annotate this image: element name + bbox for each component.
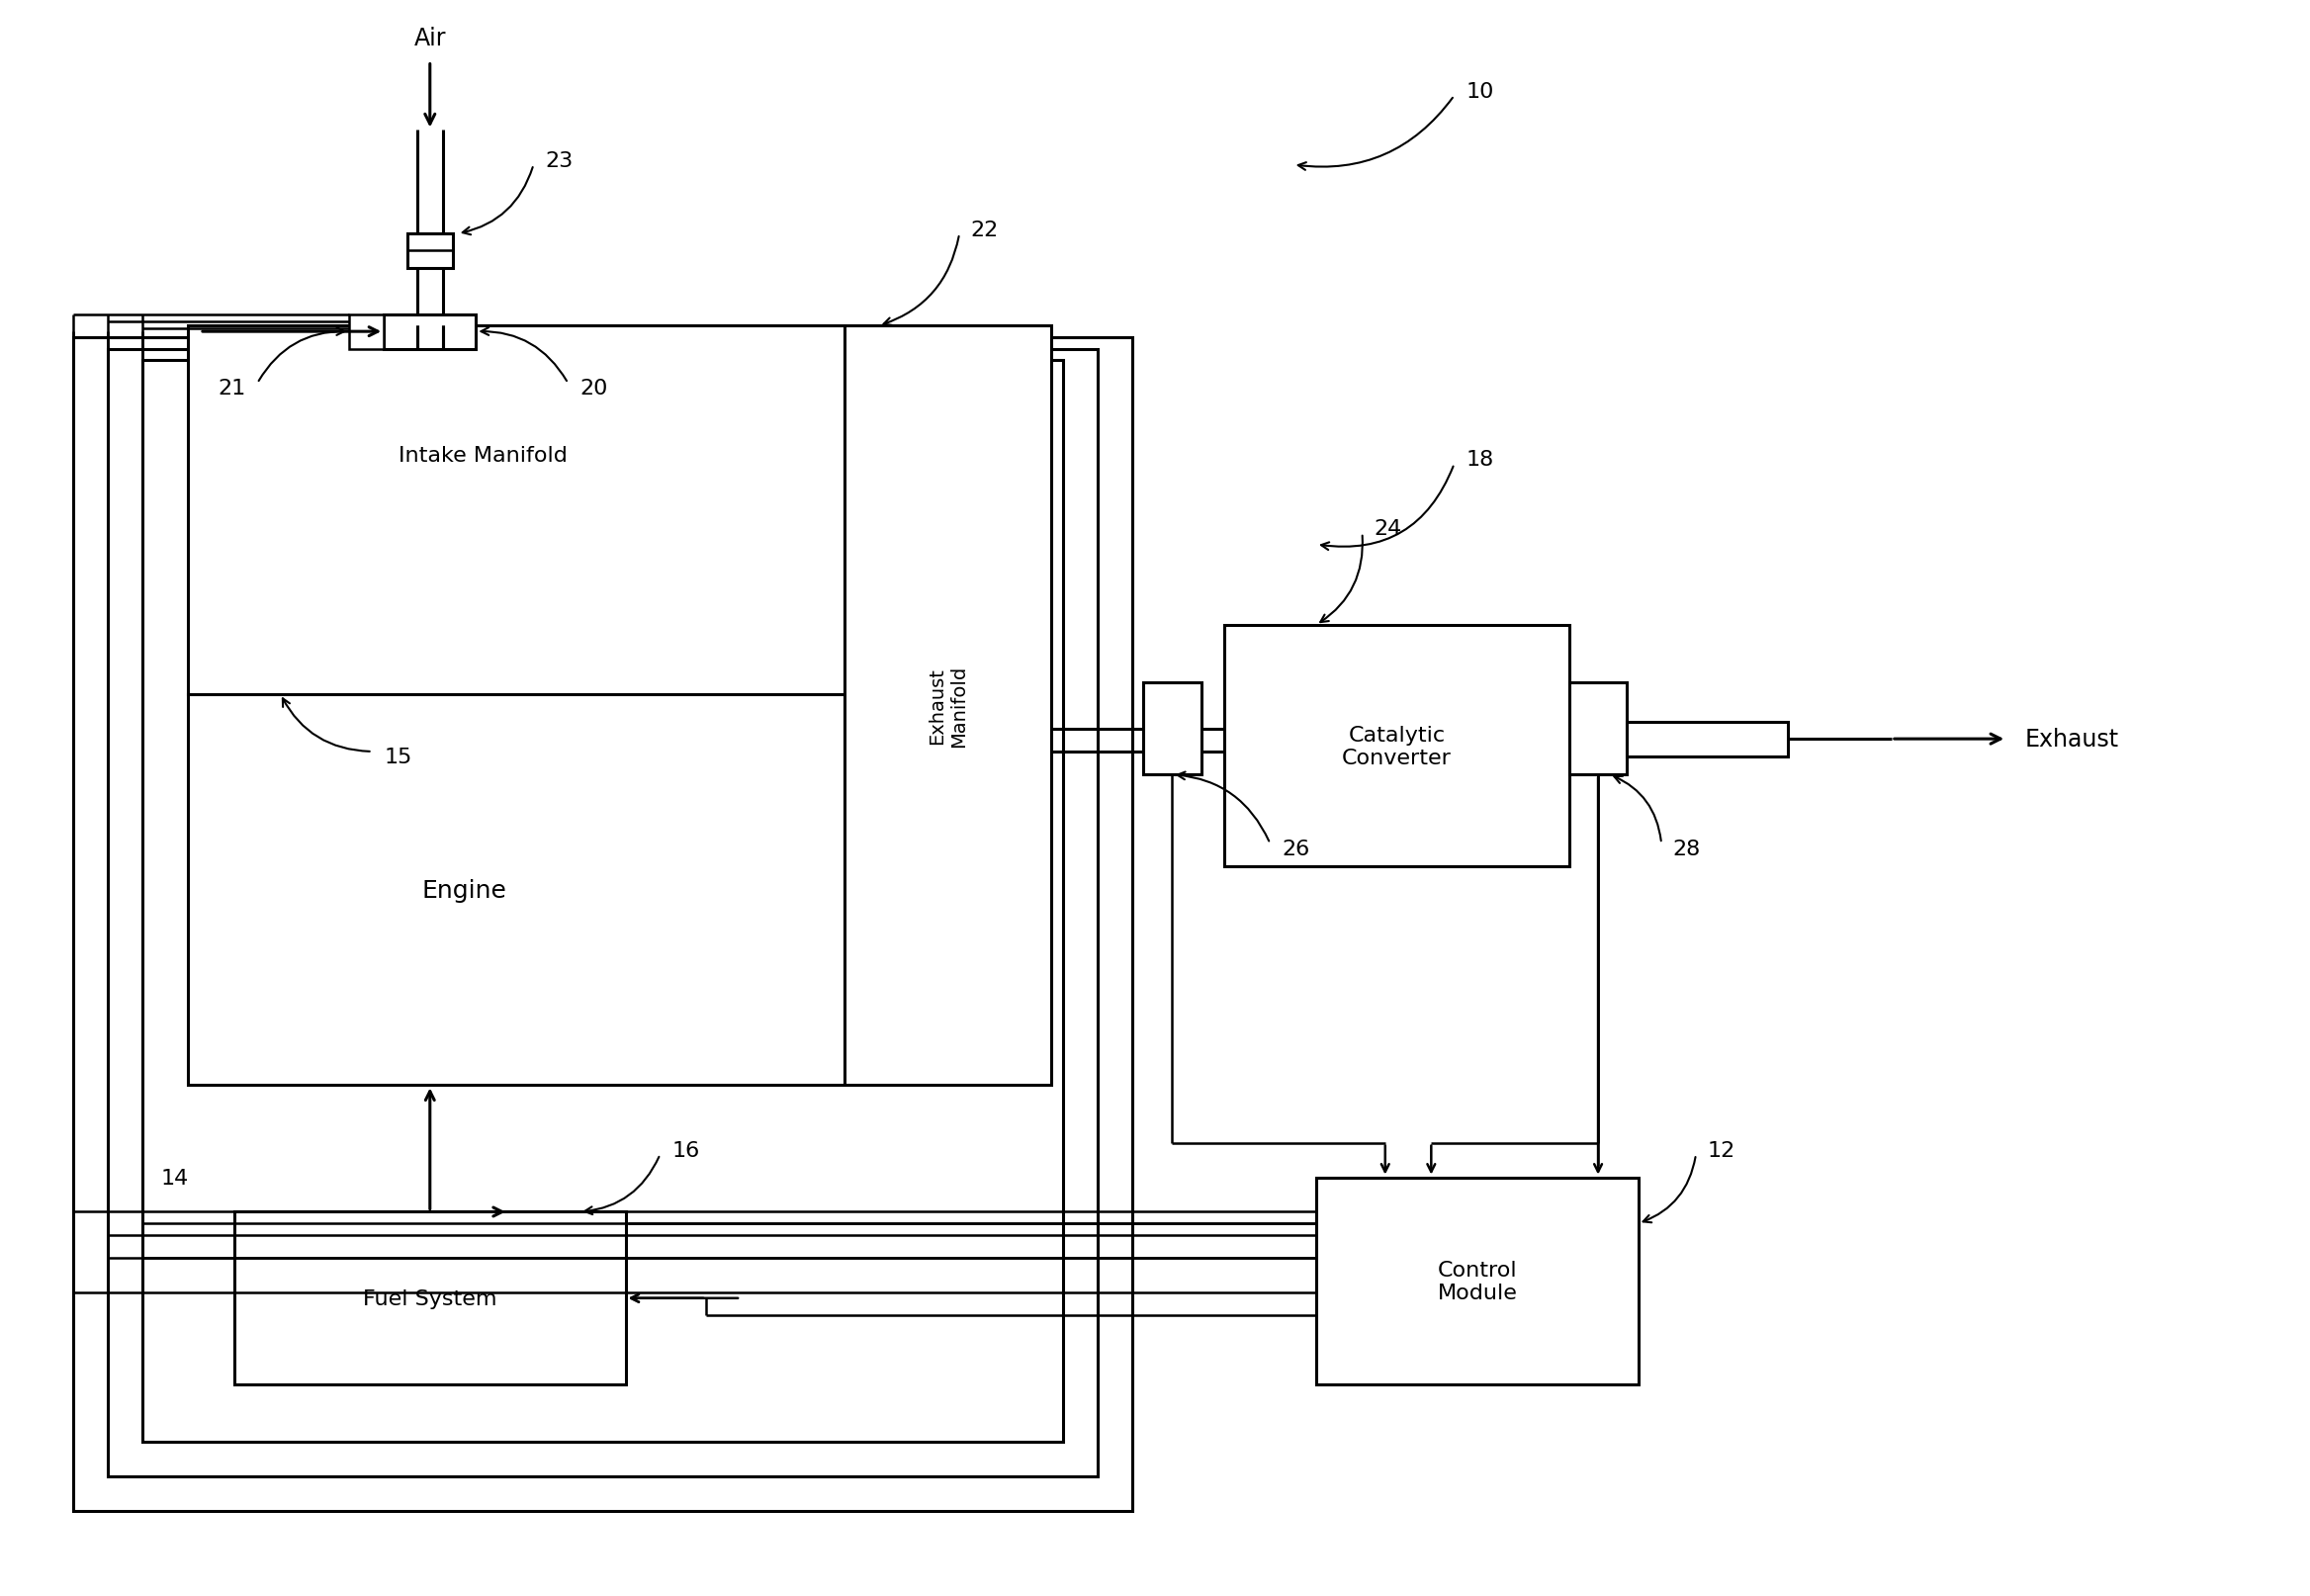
Text: Exhaust: Exhaust bbox=[2026, 728, 2118, 752]
Text: 26: 26 bbox=[1282, 839, 1310, 859]
Bar bbox=[843, 327, 1051, 1085]
Bar bbox=[143, 361, 1063, 1443]
Bar bbox=[1626, 721, 1788, 757]
Text: 21: 21 bbox=[217, 378, 245, 399]
Text: Exhaust
Manifold: Exhaust Manifold bbox=[929, 666, 968, 747]
Text: Engine: Engine bbox=[420, 878, 506, 902]
Bar bbox=[109, 350, 1097, 1476]
Bar bbox=[233, 1211, 626, 1385]
Bar bbox=[1317, 1178, 1638, 1385]
Bar bbox=[1224, 626, 1568, 867]
Text: 10: 10 bbox=[1467, 81, 1495, 102]
Text: 20: 20 bbox=[580, 378, 608, 399]
Text: Catalytic
Converter: Catalytic Converter bbox=[1342, 725, 1451, 768]
Text: 18: 18 bbox=[1467, 450, 1495, 469]
Bar bbox=[187, 327, 843, 694]
Text: 12: 12 bbox=[1707, 1140, 1735, 1160]
Text: 28: 28 bbox=[1672, 839, 1700, 859]
Bar bbox=[383, 314, 476, 350]
Bar bbox=[1143, 683, 1201, 776]
Text: 14: 14 bbox=[162, 1168, 189, 1187]
Text: 15: 15 bbox=[383, 747, 411, 766]
Bar bbox=[407, 235, 453, 270]
Text: Control
Module: Control Module bbox=[1437, 1259, 1518, 1302]
Text: Intake Manifold: Intake Manifold bbox=[400, 445, 568, 464]
Text: Air: Air bbox=[413, 27, 446, 51]
Text: 23: 23 bbox=[545, 152, 573, 171]
Text: Fuel System: Fuel System bbox=[363, 1288, 497, 1309]
Text: 24: 24 bbox=[1374, 519, 1402, 539]
Text: 22: 22 bbox=[970, 220, 998, 239]
Text: 16: 16 bbox=[672, 1140, 700, 1160]
Bar bbox=[1568, 683, 1626, 776]
Bar bbox=[349, 314, 383, 350]
Bar bbox=[187, 694, 843, 1085]
Bar bbox=[74, 338, 1132, 1511]
